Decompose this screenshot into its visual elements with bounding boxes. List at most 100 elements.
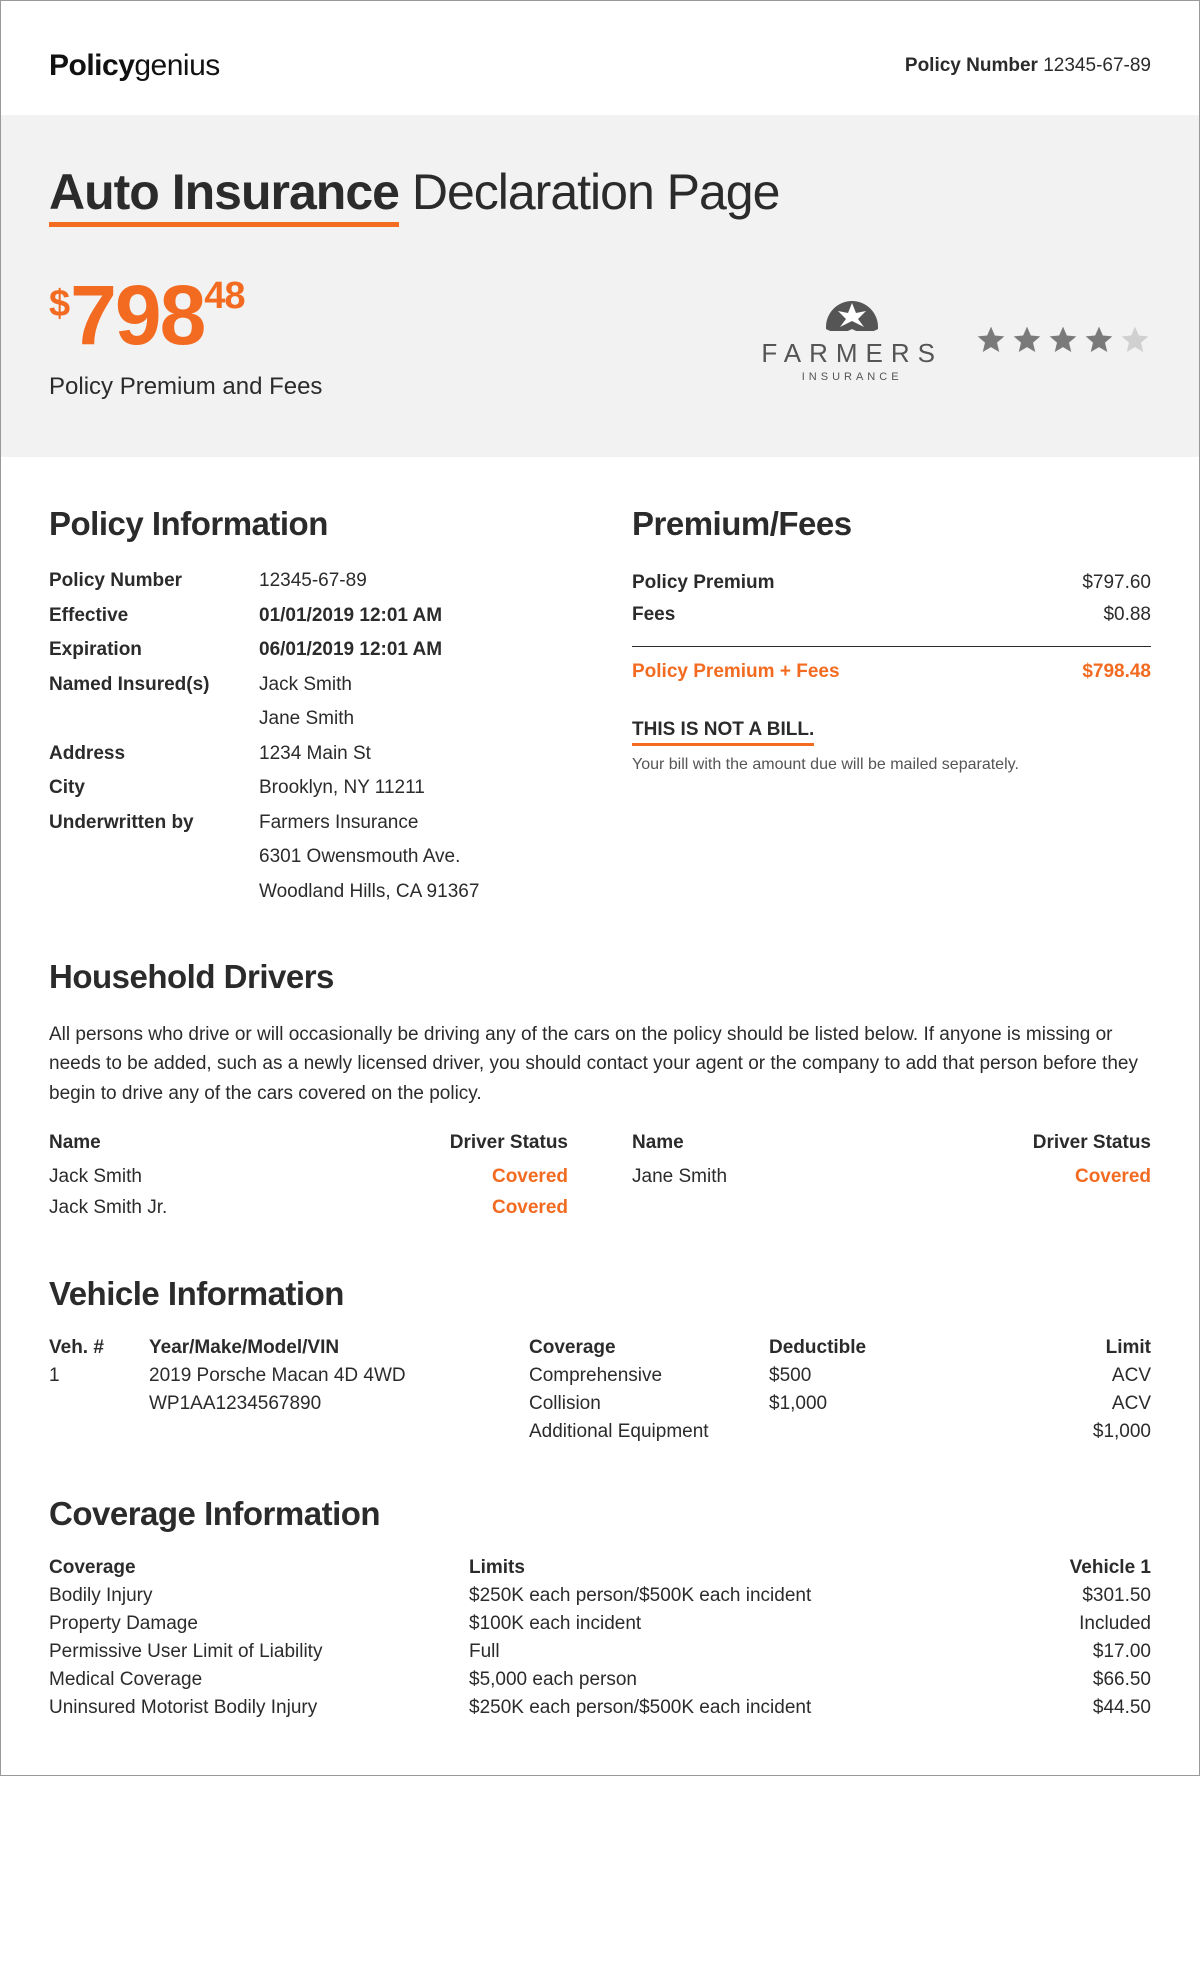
not-a-bill-sub: Your bill with the amount due will be ma… [632,756,1151,774]
fees-divider [632,646,1151,647]
cov-v1: $301.50 [1011,1585,1151,1607]
premium-caption: Policy Premium and Fees [49,373,322,401]
driver-name: Jane Smith [632,1162,727,1192]
content-area: Policy Information Policy Number 12345-6… [1,457,1199,1775]
driver-row: Jane SmithCovered [632,1162,1151,1192]
named-insured-v2: Jane Smith [259,705,568,734]
fees-k: Fees [632,599,675,631]
cov-limits: $100K each incident [469,1613,1011,1635]
veh-ded: $1,000 [769,1393,949,1415]
star-icon [1047,324,1079,356]
underwritten-v2: 6301 Owensmouth Ave. [259,843,568,872]
cov-name: Property Damage [49,1613,469,1635]
cov-v1: Included [1011,1613,1151,1635]
insurer-block: FARMERS INSURANCE [761,297,1151,383]
premium-k: Policy Premium [632,567,775,599]
cov-limits: $250K each person/$500K each incident [469,1585,1011,1607]
cov-h-lim: Limits [469,1557,1011,1579]
policy-number-header: Policy Number 12345-67-89 [905,55,1151,77]
underwritten-v3: Woodland Hills, CA 91367 [259,878,568,907]
premium-v: $797.60 [1082,567,1151,599]
cov-h-cov: Coverage [49,1557,469,1579]
driver-name: Jack Smith [49,1162,142,1192]
veh-cov: Additional Equipment [529,1421,769,1443]
policy-info-grid: Policy Number 12345-67-89 Effective 01/0… [49,567,568,906]
drivers-heading: Household Drivers [49,958,1151,996]
veh-ded: $500 [769,1365,949,1387]
underwritten-v1: Farmers Insurance [259,809,568,838]
drivers-col-status: Driver Status [1033,1132,1151,1154]
policy-number-v: 12345-67-89 [259,567,568,596]
address-k: Address [49,740,259,769]
policy-number-k: Policy Number [49,567,259,596]
star-icon [1011,324,1043,356]
driver-name: Jack Smith Jr. [49,1193,167,1223]
fees-v: $0.88 [1103,599,1151,631]
hero-section: Auto Insurance Declaration Page $79848 P… [1,115,1199,457]
effective-v: 01/01/2019 12:01 AM [259,602,568,631]
city-k: City [49,774,259,803]
drivers-paragraph: All persons who drive or will occasional… [49,1020,1151,1108]
policy-number-label: Policy Number [905,55,1038,76]
brand-logo: Policygenius [49,49,220,83]
city-v: Brooklyn, NY 11211 [259,774,568,803]
policy-info-section: Policy Information Policy Number 12345-6… [49,505,568,906]
veh-h-ymmv: Year/Make/Model/VIN [149,1337,529,1359]
veh-cov: Comprehensive [529,1365,769,1387]
veh-num [49,1421,149,1443]
star-icon [1119,324,1151,356]
veh-lim: ACV [949,1365,1151,1387]
drivers-col-name: Name [49,1132,101,1154]
cov-name: Medical Coverage [49,1669,469,1691]
vehicle-heading: Vehicle Information [49,1275,1151,1313]
page-title: Auto Insurance Declaration Page [49,163,1151,221]
total-row: Policy Premium + Fees $798.48 [632,661,1151,683]
cov-name: Permissive User Limit of Liability [49,1641,469,1663]
veh-ded [769,1421,949,1443]
veh-h-lim: Limit [949,1337,1151,1359]
premium-fees-section: Premium/Fees Policy Premium $797.60 Fees… [632,505,1151,906]
cov-v1: $66.50 [1011,1669,1151,1691]
veh-num: 1 [49,1365,149,1387]
veh-cov: Collision [529,1393,769,1415]
premium-amount: $79848 [49,273,322,357]
veh-h-num: Veh. # [49,1337,149,1359]
star-icon [1083,324,1115,356]
cov-limits: $250K each person/$500K each incident [469,1697,1011,1719]
drivers-right-table: Name Driver Status Jane SmithCovered [632,1132,1151,1223]
cov-limits: Full [469,1641,1011,1663]
premium-fees-heading: Premium/Fees [632,505,1151,543]
veh-h-cov: Coverage [529,1337,769,1359]
drivers-col-name: Name [632,1132,684,1154]
veh-ymmv: WP1AA1234567890 [149,1393,529,1415]
coverage-section: Coverage Information CoverageLimitsVehic… [49,1495,1151,1719]
page-title-underlined: Auto Insurance [49,164,399,227]
veh-ymmv: 2019 Porsche Macan 4D 4WD [149,1365,529,1387]
address-v: 1234 Main St [259,740,568,769]
drivers-section: Household Drivers All persons who drive … [49,958,1151,1223]
cov-v1: $44.50 [1011,1697,1151,1719]
rating-stars [975,324,1151,356]
expiration-k: Expiration [49,636,259,665]
driver-status: Covered [492,1162,568,1192]
premium-row: Policy Premium $797.60 [632,567,1151,599]
cov-name: Uninsured Motorist Bodily Injury [49,1697,469,1719]
named-insured-k: Named Insured(s) [49,671,259,700]
total-k: Policy Premium + Fees [632,661,840,683]
cov-h-v1: Vehicle 1 [1011,1557,1151,1579]
drivers-left-table: Name Driver Status Jack SmithCoveredJack… [49,1132,568,1223]
vehicle-grid: Veh. #Year/Make/Model/VINCoverageDeducti… [49,1337,1151,1443]
insurer-logo: FARMERS INSURANCE [761,297,943,383]
coverage-heading: Coverage Information [49,1495,1151,1533]
premium-cents: 48 [204,275,244,317]
effective-k: Effective [49,602,259,631]
fees-row: Fees $0.88 [632,599,1151,631]
driver-row: Jack Smith Covered [49,1162,568,1192]
drivers-col-status: Driver Status [450,1132,568,1154]
insurer-mark-icon [822,297,882,331]
driver-status: Covered [492,1193,568,1223]
policy-info-heading: Policy Information [49,505,568,543]
veh-lim: $1,000 [949,1421,1151,1443]
driver-row: Jack Smith Jr. Covered [49,1193,568,1223]
underwritten-k: Underwritten by [49,809,259,838]
